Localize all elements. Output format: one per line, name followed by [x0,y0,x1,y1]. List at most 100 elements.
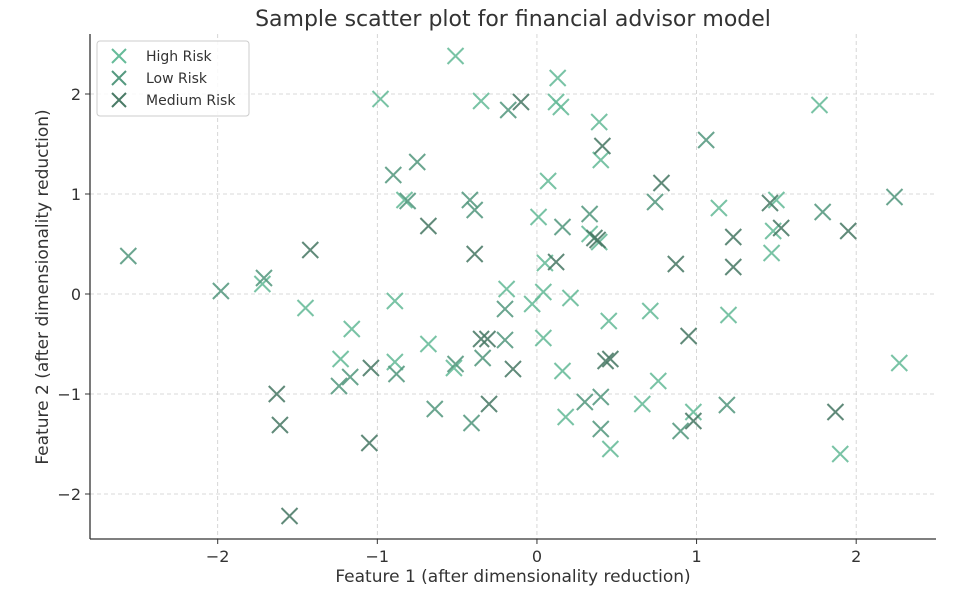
data-point [473,349,492,367]
series-low-risk [119,101,904,440]
data-point [426,400,444,418]
data-point [253,275,272,293]
data-point [592,388,610,406]
legend-marker [111,48,127,64]
data-point [395,191,414,209]
data-point [718,396,736,414]
data-point [576,393,594,411]
legend-label: Medium Risk [146,93,236,109]
data-points [119,47,908,525]
data-point [810,96,829,114]
data-point [280,507,299,525]
data-point [885,188,904,206]
series-high-risk [253,47,908,463]
data-point [478,330,497,348]
data-point [772,219,790,237]
grid [90,34,936,539]
data-point [301,241,319,259]
data-point [371,90,390,108]
data-point [601,440,620,458]
data-point [600,312,618,330]
data-point [641,302,659,320]
data-point [512,93,530,111]
data-point [496,331,514,349]
data-point [652,174,671,192]
data-point [596,352,615,370]
data-point [462,414,481,432]
data-point [534,329,553,347]
data-point [646,193,664,211]
data-point [724,228,742,246]
data-point [386,292,404,310]
data-point [592,420,610,438]
data-point [341,368,359,386]
data-point [255,269,273,287]
data-point [813,203,832,221]
data-point [480,395,498,413]
legend: High Risk Low Risk Medium Risk [96,40,250,117]
data-point [761,194,779,212]
data-point [523,295,541,313]
data-point [529,208,548,226]
data-point [710,199,728,217]
data-point [719,306,738,324]
legend-label: Low Risk [146,71,208,87]
data-point [461,191,479,209]
data-point [398,192,417,210]
data-point [547,253,565,271]
data-point [561,289,580,307]
series-medium-risk [268,93,857,525]
y-axis-label: Feature 2 (after dimensionality reductio… [33,109,53,464]
y-tick-label: 1 [71,185,81,204]
legend-marker [111,70,127,86]
data-point [593,137,612,155]
data-point [472,92,490,110]
y-tick-label: 0 [71,285,81,304]
data-point [839,222,857,240]
data-point [360,434,379,452]
data-point [679,327,698,345]
chart-title: Sample scatter plot for financial adviso… [255,7,771,32]
y-tick-label: −2 [57,485,81,504]
data-point [890,354,908,372]
axes [89,34,936,540]
y-tick-label: −1 [57,385,81,404]
data-point [496,300,514,318]
data-point [556,408,575,426]
data-point [296,299,315,317]
data-point [553,218,572,236]
data-point [271,416,289,434]
ticks: −2 −1 0 1 2 −2 −1 0 1 2 [57,85,861,566]
data-point [553,362,572,380]
x-tick-label: 1 [691,547,701,566]
y-tick-label: 2 [71,85,81,104]
x-axis-label: Feature 1 (after dimensionality reductio… [335,567,690,587]
data-point [446,355,465,373]
data-point [408,153,426,171]
data-point [580,205,599,223]
data-point [552,98,570,116]
data-point [465,201,484,219]
data-point [472,330,490,348]
data-point [684,412,703,430]
data-point [649,372,667,390]
data-point [826,403,845,421]
data-point [633,395,652,413]
legend-label: High Risk [146,49,213,65]
data-point [446,47,465,65]
data-point [601,350,620,368]
data-point [445,359,463,377]
data-point [119,247,138,265]
data-point [724,258,742,276]
data-point [212,282,230,300]
data-point [499,101,517,119]
data-point [684,403,703,421]
legend-box [96,40,250,117]
data-point [419,217,438,235]
data-point [592,151,610,169]
data-point [331,350,350,368]
data-point [671,422,690,440]
data-point [539,172,557,190]
data-point [362,359,380,377]
